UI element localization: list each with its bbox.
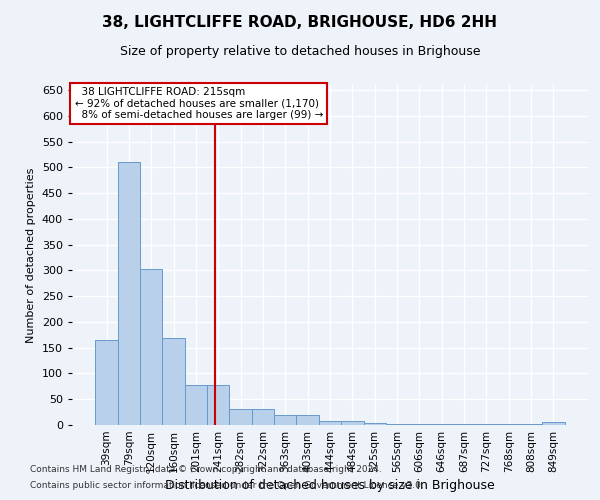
Y-axis label: Number of detached properties: Number of detached properties (26, 168, 36, 342)
Bar (408, 424, 431, 425)
Bar (229, 408, 252, 425)
Text: Contains public sector information licensed under the Open Government Licence v3: Contains public sector information licen… (30, 480, 424, 490)
Bar (475, 424, 497, 425)
Bar (140, 270, 163, 425)
Bar (386, 424, 408, 425)
Bar (341, 421, 364, 425)
Text: 38, LIGHTCLIFFE ROAD, BRIGHOUSE, HD6 2HH: 38, LIGHTCLIFFE ROAD, BRIGHOUSE, HD6 2HH (103, 15, 497, 30)
Bar (520, 424, 542, 425)
Bar (319, 421, 341, 425)
Text: Size of property relative to detached houses in Brighouse: Size of property relative to detached ho… (120, 45, 480, 58)
Text: 38 LIGHTCLIFFE ROAD: 215sqm
← 92% of detached houses are smaller (1,170)
  8% of: 38 LIGHTCLIFFE ROAD: 215sqm ← 92% of det… (74, 86, 323, 120)
Bar (364, 424, 386, 425)
Bar (118, 162, 140, 425)
Bar (542, 422, 565, 425)
Bar (453, 424, 475, 425)
Bar (296, 414, 319, 425)
Bar (185, 385, 207, 425)
X-axis label: Distribution of detached houses by size in Brighouse: Distribution of detached houses by size … (165, 479, 495, 492)
Bar (95, 340, 118, 425)
Bar (431, 424, 453, 425)
Bar (163, 338, 185, 425)
Bar (274, 414, 296, 425)
Text: Contains HM Land Registry data © Crown copyright and database right 2024.: Contains HM Land Registry data © Crown c… (30, 466, 382, 474)
Bar (252, 408, 274, 425)
Bar (207, 385, 229, 425)
Bar (497, 424, 520, 425)
